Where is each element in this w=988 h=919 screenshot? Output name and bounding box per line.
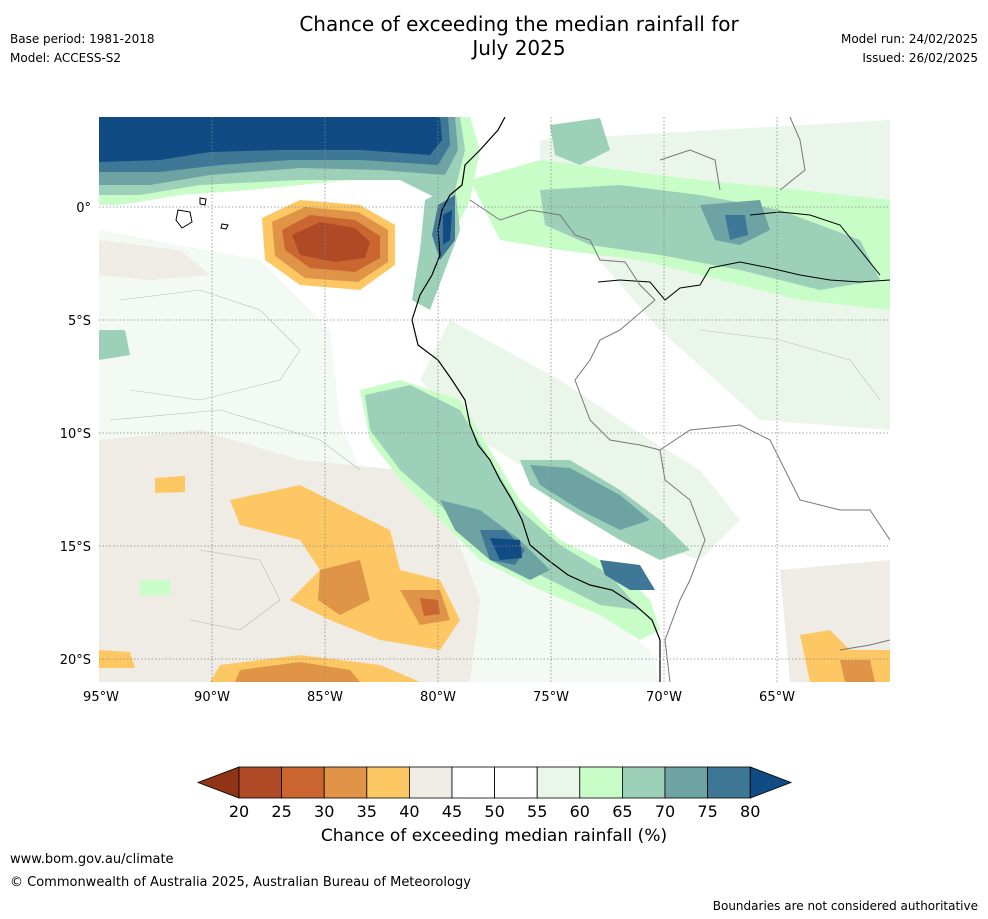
colorbar-bin <box>408 766 453 799</box>
colorbar-bin <box>536 766 581 799</box>
map-title: Chance of exceeding the median rainfall … <box>0 12 988 60</box>
lat-label: 5°S <box>68 314 91 329</box>
model-run: Model run: 24/02/2025 <box>840 32 978 46</box>
colorbar-tick-label: 20 <box>229 802 249 821</box>
colorbar-arrow-high <box>749 766 793 799</box>
colorbar-ticks: 20 25 30 35 40 45 50 55 60 65 70 75 80 <box>229 802 761 821</box>
lon-label: 80°W <box>420 690 456 705</box>
colorbar-bin <box>579 766 623 799</box>
colorbar-tick-label: 80 <box>740 802 760 821</box>
footer-website: www.bom.gov.au/climate <box>10 852 174 867</box>
lat-labels: 0° 5°S 10°S 15°S 20°S <box>60 201 91 668</box>
lon-labels: 95°W 90°W 85°W 80°W 75°W 70°W 65°W <box>83 690 795 705</box>
lat-label: 10°S <box>60 427 91 442</box>
lon-label: 75°W <box>533 690 569 705</box>
colorbar-tick-label: 50 <box>484 802 504 821</box>
colorbar-tick-label: 55 <box>527 802 547 821</box>
footer-copyright: © Commonwealth of Australia 2025, Austra… <box>10 875 471 890</box>
base-period: Base period: 1981-2018 <box>10 32 155 46</box>
title-line-1: Chance of exceeding the median rainfall … <box>299 12 739 36</box>
lat-label: 0° <box>76 201 91 216</box>
colorbar-bin <box>366 766 410 799</box>
colorbar-bin <box>494 766 538 799</box>
colorbar-arrow-low <box>196 766 240 799</box>
colorbar-bin <box>238 766 282 799</box>
lon-label: 70°W <box>646 690 682 705</box>
meta-right: Model run: 24/02/2025 Issued: 26/02/2025 <box>841 30 978 68</box>
colorbar-bin <box>323 766 368 799</box>
colorbar-tick-label: 40 <box>399 802 419 821</box>
lon-label: 65°W <box>759 690 795 705</box>
colorbar-bin <box>664 766 708 799</box>
footer-boundaries-note: Boundaries are not considered authoritat… <box>712 899 978 913</box>
lon-label: 90°W <box>194 690 230 705</box>
colorbar-tick-label: 60 <box>570 802 590 821</box>
map-fields <box>99 117 890 682</box>
colorbar-bin <box>622 766 666 799</box>
colorbar-bin <box>451 766 495 799</box>
meta-left: Base period: 1981-2018 Model: ACCESS-S2 <box>10 30 155 68</box>
lat-label: 15°S <box>60 540 91 555</box>
lon-label: 95°W <box>83 690 119 705</box>
colorbar-tick-label: 45 <box>442 802 462 821</box>
colorbar-tick-label: 30 <box>314 802 334 821</box>
colorbar-bin <box>281 766 325 799</box>
colorbar-tick-label: 70 <box>655 802 675 821</box>
colorbar-bin <box>707 766 751 799</box>
colorbar-tick-label: 25 <box>271 802 291 821</box>
lat-label: 20°S <box>60 653 91 668</box>
issued-date: Issued: 26/02/2025 <box>862 51 978 65</box>
colorbar <box>196 766 793 799</box>
colorbar-tick-label: 65 <box>612 802 632 821</box>
colorbar-tick-label: 75 <box>697 802 717 821</box>
title-line-2: July 2025 <box>472 36 566 60</box>
model-name: Model: ACCESS-S2 <box>10 51 122 65</box>
colorbar-tick-label: 35 <box>357 802 377 821</box>
map-graticule <box>99 117 890 682</box>
lon-label: 85°W <box>307 690 343 705</box>
colorbar-label: Chance of exceeding median rainfall (%) <box>320 826 668 846</box>
